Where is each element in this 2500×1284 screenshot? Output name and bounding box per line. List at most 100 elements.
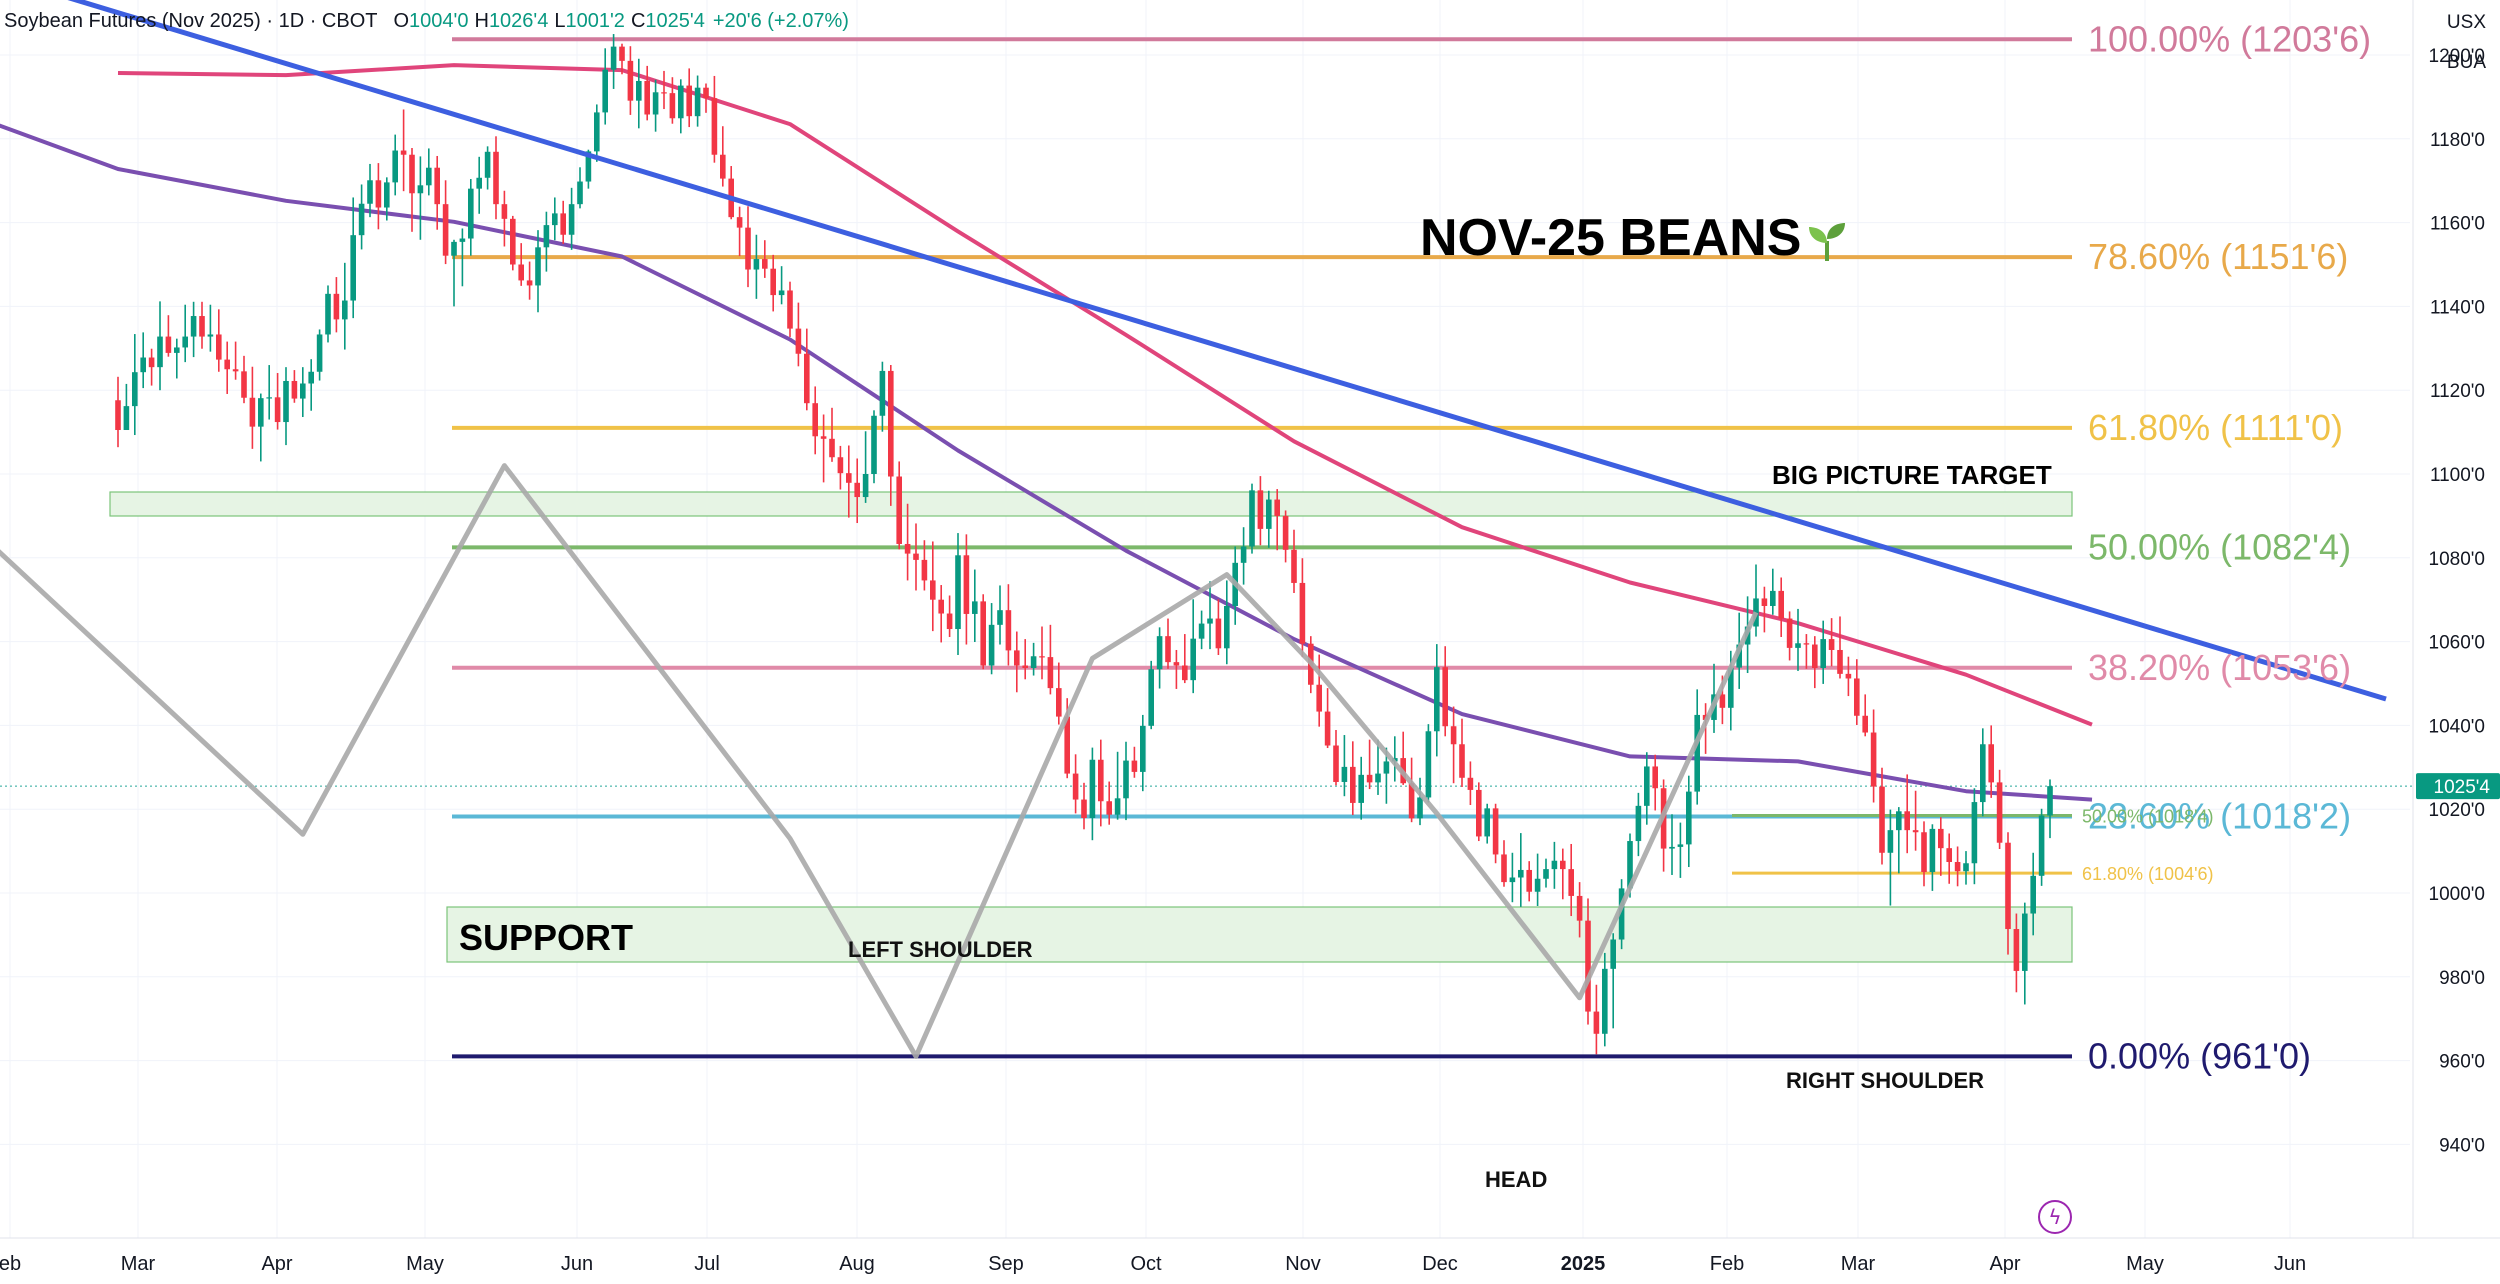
downtrend-line	[67, 0, 2387, 702]
symbol-title[interactable]: Soybean Futures (Nov 2025) · 1D · CBOT	[4, 10, 378, 32]
candle-body	[1266, 499, 1272, 529]
candle-body	[2030, 875, 2036, 914]
candle	[980, 594, 986, 670]
candle-body	[846, 473, 852, 483]
candle	[1072, 754, 1079, 814]
candle-body	[1912, 830, 1919, 833]
candle-body	[955, 555, 961, 630]
candle-body	[1669, 846, 1675, 849]
candle	[871, 410, 877, 484]
candle-body	[468, 188, 474, 239]
candle-body	[694, 87, 701, 117]
candle	[1929, 824, 1936, 891]
candle	[476, 156, 482, 214]
candle-body	[1568, 869, 1574, 896]
candle-body	[249, 397, 256, 427]
candle	[1778, 577, 1784, 637]
quantity-unit[interactable]: BUA	[2446, 52, 2486, 73]
right-shoulder-label: RIGHT SHOULDER	[1786, 1068, 1984, 1093]
last-price-badge	[2416, 773, 2500, 800]
candle-body	[409, 154, 415, 194]
candle	[1896, 807, 1902, 874]
candle-body	[1165, 636, 1171, 663]
candle-body	[678, 85, 684, 119]
candle-body	[1173, 662, 1180, 666]
left-shoulder-label: LEFT SHOULDER	[848, 937, 1033, 962]
candle	[1291, 529, 1297, 593]
candle-body	[535, 247, 541, 286]
lightning-icon[interactable]: ϟ	[2038, 1200, 2072, 1234]
candle-body	[1560, 860, 1566, 870]
candle-body	[997, 610, 1003, 625]
candle	[652, 79, 659, 132]
candle-body	[291, 380, 298, 399]
candle	[1467, 761, 1474, 806]
candle	[1845, 656, 1852, 697]
support-zone	[446, 906, 2073, 963]
candle	[367, 163, 373, 218]
candle	[568, 187, 575, 250]
candle	[199, 301, 205, 349]
candle-body	[182, 336, 188, 348]
candle-body	[140, 357, 146, 373]
candle-body	[342, 300, 348, 320]
time-tick-label: Sep	[988, 1253, 1024, 1275]
candle-body	[400, 150, 407, 155]
candle	[2030, 852, 2036, 936]
candle	[946, 595, 953, 637]
candle	[1753, 564, 1759, 637]
candle	[1593, 984, 1600, 1055]
price-axis: 1200'0 1180'0 1160'0 1140'0 1120'0 1100'0 1080…	[2429, 46, 2485, 1156]
candle-body	[1341, 766, 1348, 782]
candle-body	[274, 397, 281, 423]
candle-body	[837, 457, 844, 474]
candle-body	[1719, 694, 1726, 708]
candle	[350, 197, 356, 319]
candle-body	[1627, 841, 1633, 889]
candle-body	[1089, 759, 1096, 818]
candle	[552, 197, 558, 241]
candle-body	[426, 167, 432, 186]
candle-body	[1921, 832, 1927, 873]
candle-body	[484, 151, 491, 178]
candle-body	[711, 98, 718, 155]
candle	[963, 534, 970, 645]
candle-body	[216, 334, 222, 360]
candle	[384, 177, 390, 221]
candle-body	[157, 336, 163, 368]
candle	[1114, 751, 1121, 820]
candle	[711, 75, 718, 163]
candle-body	[1812, 644, 1818, 668]
candle-body	[1677, 844, 1684, 847]
candle	[1224, 580, 1230, 665]
currency-unit[interactable]: USX	[2446, 12, 2486, 33]
candle-body	[552, 213, 558, 226]
candle	[745, 206, 751, 288]
candle-body	[568, 204, 575, 235]
candle	[1375, 739, 1381, 795]
candle	[535, 230, 541, 313]
candle-body	[594, 112, 600, 152]
candle-body	[686, 85, 692, 117]
candle-body	[2022, 913, 2028, 971]
candle	[1408, 757, 1415, 823]
candle-body	[1938, 828, 1944, 849]
candle-body	[1879, 786, 1885, 853]
candle	[417, 156, 424, 240]
candle	[1568, 843, 1574, 917]
candle	[1425, 724, 1432, 803]
candle	[115, 376, 121, 448]
candle-body	[560, 213, 566, 235]
candle-body	[2038, 815, 2045, 876]
candle-body	[1770, 590, 1776, 606]
time-tick-label: 2025	[1561, 1253, 1606, 1275]
candle	[888, 365, 894, 506]
candle-body	[1795, 643, 1801, 648]
candle-body	[1366, 774, 1373, 783]
price-tick-label: 960'0	[2439, 1052, 2485, 1073]
candle	[1005, 584, 1012, 666]
candle	[1560, 848, 1566, 900]
candle	[1165, 618, 1171, 669]
candle	[1534, 853, 1541, 906]
